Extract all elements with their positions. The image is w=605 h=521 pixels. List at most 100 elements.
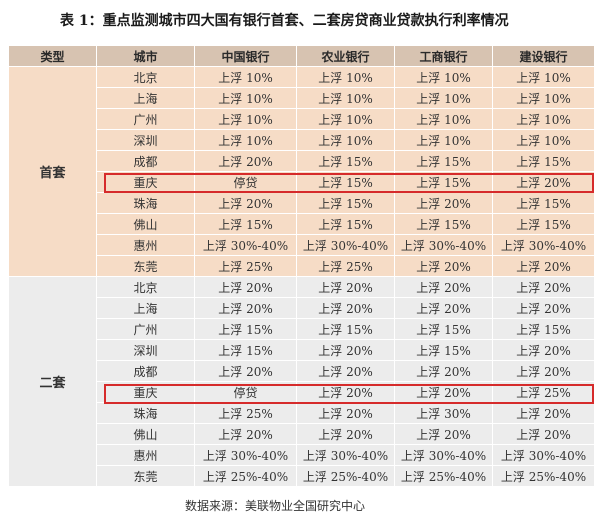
header-city: 城市 bbox=[96, 45, 195, 67]
rate-cell: 上浮 10% bbox=[296, 108, 395, 130]
rate-cell: 上浮 20% bbox=[394, 360, 493, 382]
rate-cell: 上浮 15% bbox=[296, 213, 395, 235]
rate-cell: 上浮 30%-40% bbox=[296, 444, 395, 466]
table-row: 上海 上浮 20% 上浮 20% 上浮 20% 上浮 20% bbox=[9, 297, 595, 319]
rate-cell: 上浮 15% bbox=[194, 213, 297, 235]
table-row: 东莞 上浮 25%-40% 上浮 25%-40% 上浮 25%-40% 上浮 25%-4… bbox=[9, 465, 595, 487]
rate-cell: 上浮 25% bbox=[194, 255, 297, 277]
rate-cell: 上浮 25%-40% bbox=[194, 465, 297, 487]
rate-cell: 上浮 20% bbox=[492, 276, 595, 298]
rate-cell: 上浮 15% bbox=[394, 318, 493, 340]
rate-cell: 上浮 10% bbox=[296, 129, 395, 151]
header-boc: 中国银行 bbox=[194, 45, 297, 67]
rate-cell: 上浮 20% bbox=[492, 297, 595, 319]
rate-cell: 上浮 20% bbox=[296, 360, 395, 382]
rate-cell: 上浮 20% bbox=[492, 171, 595, 193]
rate-cell: 上浮 20% bbox=[194, 297, 297, 319]
rate-cell: 上浮 10% bbox=[492, 129, 595, 151]
table-row: 东莞 上浮 25% 上浮 25% 上浮 20% 上浮 20% bbox=[9, 255, 595, 277]
rate-cell: 上浮 15% bbox=[492, 318, 595, 340]
rate-cell: 上浮 30% bbox=[394, 402, 493, 424]
table-row: 惠州 上浮 30%-40% 上浮 30%-40% 上浮 30%-40% 上浮 30%-4… bbox=[9, 234, 595, 256]
header-icbc: 工商银行 bbox=[394, 45, 493, 67]
rate-cell: 上浮 30%-40% bbox=[492, 444, 595, 466]
rate-cell: 上浮 25% bbox=[296, 255, 395, 277]
rate-table: 类型 城市 中国银行 农业银行 工商银行 建设银行 首套 北京 上浮 10% 上浮 1… bbox=[8, 45, 595, 487]
header-ccb: 建设银行 bbox=[492, 45, 595, 67]
rate-cell: 停贷 bbox=[194, 381, 297, 403]
rate-cell: 上浮 10% bbox=[394, 66, 493, 88]
rate-cell: 上浮 15% bbox=[394, 171, 493, 193]
rate-cell: 上浮 20% bbox=[296, 276, 395, 298]
table-row: 惠州 上浮 30%-40% 上浮 30%-40% 上浮 30%-40% 上浮 30%-4… bbox=[9, 444, 595, 466]
rate-cell: 上浮 15% bbox=[194, 318, 297, 340]
rate-cell: 上浮 10% bbox=[296, 87, 395, 109]
city-cell: 重庆 bbox=[96, 171, 195, 193]
rate-cell: 上浮 20% bbox=[194, 360, 297, 382]
table-row: 珠海 上浮 20% 上浮 15% 上浮 20% 上浮 15% bbox=[9, 192, 595, 214]
table-row: 二套 北京 上浮 20% 上浮 20% 上浮 20% 上浮 20% bbox=[8, 276, 595, 487]
table-row: 上海 上浮 10% 上浮 10% 上浮 10% 上浮 10% bbox=[9, 87, 595, 109]
rate-cell: 上浮 25%-40% bbox=[492, 465, 595, 487]
rate-cell: 上浮 10% bbox=[194, 66, 297, 88]
rate-cell: 上浮 30%-40% bbox=[194, 234, 297, 256]
rate-cell: 上浮 15% bbox=[492, 150, 595, 172]
rate-cell: 上浮 25% bbox=[194, 402, 297, 424]
rate-cell: 上浮 20% bbox=[296, 297, 395, 319]
rate-cell: 停贷 bbox=[194, 171, 297, 193]
type-cell: 首套 bbox=[8, 66, 97, 277]
city-cell: 深圳 bbox=[96, 339, 195, 361]
table-title: 表 1：重点监测城市四大国有银行首套、二套房贷商业贷款执行利率情况 bbox=[60, 13, 509, 29]
city-cell: 重庆 bbox=[96, 381, 195, 403]
city-cell: 惠州 bbox=[96, 444, 195, 466]
city-cell: 东莞 bbox=[96, 255, 195, 277]
rate-cell: 上浮 20% bbox=[194, 276, 297, 298]
rate-cell: 上浮 30%-40% bbox=[394, 444, 493, 466]
table-row: 重庆 停贷 上浮 15% 上浮 15% 上浮 20% bbox=[9, 171, 595, 193]
rate-cell: 上浮 30%-40% bbox=[194, 444, 297, 466]
rate-cell: 上浮 15% bbox=[296, 318, 395, 340]
header-type: 类型 bbox=[8, 45, 97, 67]
rate-cell: 上浮 20% bbox=[194, 150, 297, 172]
city-cell: 广州 bbox=[96, 318, 195, 340]
rate-cell: 上浮 10% bbox=[394, 108, 493, 130]
rate-cell: 上浮 15% bbox=[492, 213, 595, 235]
type-cell: 二套 bbox=[8, 276, 97, 487]
header-abc: 农业银行 bbox=[296, 45, 395, 67]
rate-cell: 上浮 20% bbox=[492, 255, 595, 277]
city-cell: 上海 bbox=[96, 297, 195, 319]
rate-cell: 上浮 20% bbox=[492, 360, 595, 382]
rate-cell: 上浮 10% bbox=[492, 87, 595, 109]
rate-cell: 上浮 30%-40% bbox=[394, 234, 493, 256]
city-cell: 佛山 bbox=[96, 423, 195, 445]
rate-cell: 上浮 15% bbox=[194, 339, 297, 361]
table-row: 成都 上浮 20% 上浮 20% 上浮 20% 上浮 20% bbox=[9, 360, 595, 382]
table-row: 深圳 上浮 10% 上浮 10% 上浮 10% 上浮 10% bbox=[9, 129, 595, 151]
rate-cell: 上浮 10% bbox=[394, 87, 493, 109]
rate-cell: 上浮 15% bbox=[394, 339, 493, 361]
rate-cell: 上浮 25% bbox=[492, 381, 595, 403]
table-row: 首套 北京 上浮 10% 上浮 10% 上浮 10% 上浮 10% bbox=[8, 66, 595, 277]
rate-cell: 上浮 30%-40% bbox=[492, 234, 595, 256]
rate-cell: 上浮 20% bbox=[296, 423, 395, 445]
city-cell: 珠海 bbox=[96, 402, 195, 424]
rate-cell: 上浮 20% bbox=[394, 192, 493, 214]
table-row: 佛山 上浮 20% 上浮 20% 上浮 20% 上浮 20% bbox=[9, 423, 595, 445]
rate-cell: 上浮 20% bbox=[296, 402, 395, 424]
table-row: 广州 上浮 10% 上浮 10% 上浮 10% 上浮 10% bbox=[9, 108, 595, 130]
rate-cell: 上浮 10% bbox=[394, 129, 493, 151]
city-cell: 成都 bbox=[96, 360, 195, 382]
city-cell: 北京 bbox=[96, 276, 195, 298]
rate-cell: 上浮 30%-40% bbox=[296, 234, 395, 256]
table-row: 重庆 停贷 上浮 20% 上浮 20% 上浮 25% bbox=[9, 381, 595, 403]
header-row: 类型 城市 中国银行 农业银行 工商银行 建设银行 bbox=[8, 45, 595, 67]
city-cell: 深圳 bbox=[96, 129, 195, 151]
rate-cell: 上浮 20% bbox=[194, 192, 297, 214]
rate-cell: 上浮 20% bbox=[394, 381, 493, 403]
city-cell: 惠州 bbox=[96, 234, 195, 256]
rate-table-wrapper: 类型 城市 中国银行 农业银行 工商银行 建设银行 首套 北京 上浮 10% 上浮 1… bbox=[8, 45, 595, 487]
table-row: 广州 上浮 15% 上浮 15% 上浮 15% 上浮 15% bbox=[9, 318, 595, 340]
rate-cell: 上浮 10% bbox=[194, 129, 297, 151]
rate-cell: 上浮 20% bbox=[394, 276, 493, 298]
city-cell: 东莞 bbox=[96, 465, 195, 487]
